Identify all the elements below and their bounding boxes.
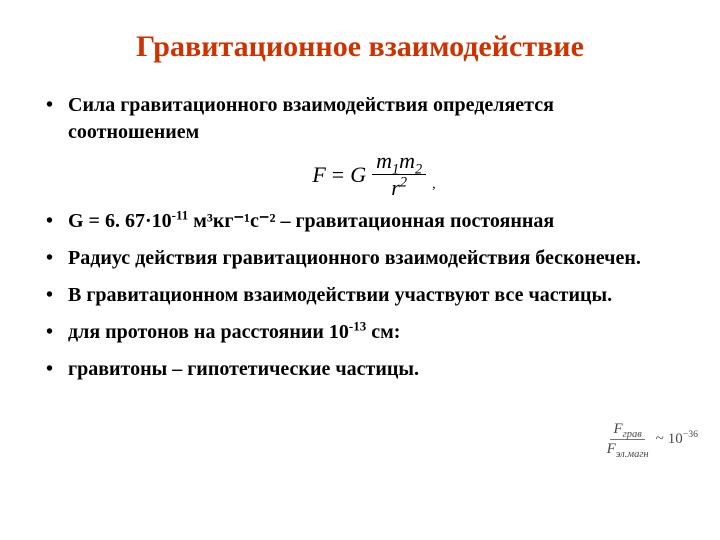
ratio-numerator: Fграв bbox=[610, 421, 644, 440]
formula-denominator: r2 bbox=[387, 175, 411, 199]
bullet-4-text: В гравитационном взаимодействии участвую… bbox=[68, 284, 612, 306]
slide-title: Гравитационное взаимодействие bbox=[40, 30, 680, 64]
bullet-5-post: см: bbox=[366, 321, 400, 343]
formula-G: G bbox=[350, 160, 366, 190]
bullet-list: Сила гравитационного взаимодействия опре… bbox=[40, 92, 680, 383]
newton-gravity-formula: F = G m1m2 r2 , bbox=[68, 150, 680, 198]
bullet-2-post: м³кг⁻¹с⁻² – гравитационная постоянная bbox=[188, 210, 554, 232]
bullet-6-text: гравитоны – гипотетические частицы. bbox=[68, 358, 419, 380]
bullet-1-text: Сила гравитационного взаимодействия опре… bbox=[68, 94, 554, 143]
formula-comma: , bbox=[432, 176, 436, 195]
bullet-5-exp: -13 bbox=[349, 318, 366, 333]
bullet-6: гравитоны – гипотетические частицы. bbox=[40, 356, 680, 383]
formula-numerator: m1m2 bbox=[372, 150, 426, 175]
ratio-fraction: Fграв Fэл.магн bbox=[604, 421, 652, 459]
formula-eq: = bbox=[332, 160, 344, 190]
force-ratio-formula: Fграв Fэл.магн ~ 10−36 bbox=[604, 421, 698, 459]
bullet-2: G = 6. 67·10-11 м³кг⁻¹с⁻² – гравитационн… bbox=[40, 208, 680, 235]
bullet-3-text: Радиус действия гравитационного взаимоде… bbox=[68, 247, 641, 269]
ratio-tilde: ~ bbox=[656, 431, 664, 448]
bullet-1: Сила гравитационного взаимодействия опре… bbox=[40, 92, 680, 198]
bullet-3: Радиус действия гравитационного взаимоде… bbox=[40, 245, 680, 272]
ratio-value: 10−36 bbox=[668, 431, 698, 448]
bullet-5-pre: для протонов на расстоянии 10 bbox=[68, 321, 349, 343]
bullet-2-exp: -11 bbox=[172, 207, 189, 222]
bullet-2-pre: G = 6. 67·10 bbox=[68, 210, 172, 232]
ratio-denominator: Fэл.магн bbox=[604, 440, 652, 458]
formula-F: F bbox=[312, 160, 325, 190]
bullet-5: для протонов на расстоянии 10-13 см: bbox=[40, 319, 680, 346]
formula-fraction: m1m2 r2 bbox=[372, 150, 426, 199]
slide: Гравитационное взаимодействие Сила грави… bbox=[0, 0, 720, 540]
bullet-4: В гравитационном взаимодействии участвую… bbox=[40, 282, 680, 309]
